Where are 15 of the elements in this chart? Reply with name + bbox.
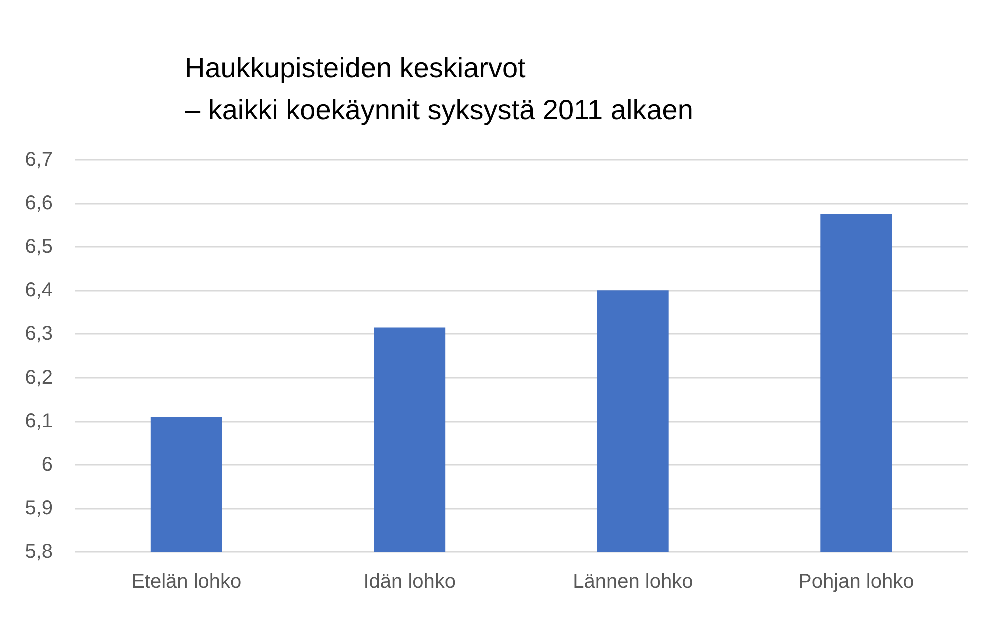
y-tick-label: 6,4 bbox=[25, 280, 53, 302]
y-tick-label: 5,9 bbox=[25, 497, 53, 520]
chart-title: Haukkupisteiden keskiarvot – kaikki koekäynnit syksystä 2011 alkaen bbox=[185, 52, 694, 126]
y-tick-label: 5,8 bbox=[25, 541, 53, 563]
x-tick-label: Etelän lohko bbox=[132, 571, 242, 593]
y-tick-label: 6,7 bbox=[25, 149, 53, 171]
y-tick-label: 6,3 bbox=[25, 323, 53, 346]
y-tick-label: 6,2 bbox=[25, 366, 53, 389]
y-tick-label: 6,6 bbox=[25, 192, 53, 215]
x-tick-label: Idän lohko bbox=[364, 571, 456, 593]
x-tick-label: Lännen lohko bbox=[573, 571, 694, 593]
x-tick-label: Pohjan lohko bbox=[798, 571, 914, 593]
y-tick-label: 6,5 bbox=[25, 236, 53, 258]
y-tick-label: 6 bbox=[42, 454, 53, 476]
y-tick-label: 6,1 bbox=[25, 410, 53, 432]
